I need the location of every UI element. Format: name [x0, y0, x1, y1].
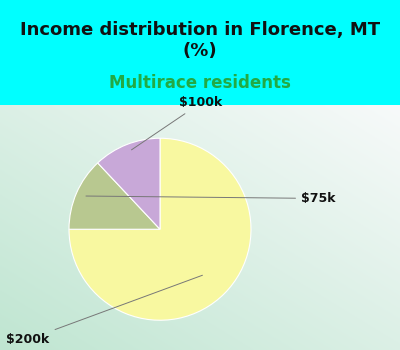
Wedge shape [69, 163, 160, 229]
Text: $75k: $75k [86, 192, 336, 205]
Text: Income distribution in Florence, MT
(%): Income distribution in Florence, MT (%) [20, 21, 380, 60]
Text: $200k: $200k [6, 275, 202, 346]
Wedge shape [69, 138, 251, 320]
Text: $100k: $100k [132, 96, 222, 150]
Wedge shape [98, 138, 160, 229]
Text: Multirace residents: Multirace residents [109, 75, 291, 92]
